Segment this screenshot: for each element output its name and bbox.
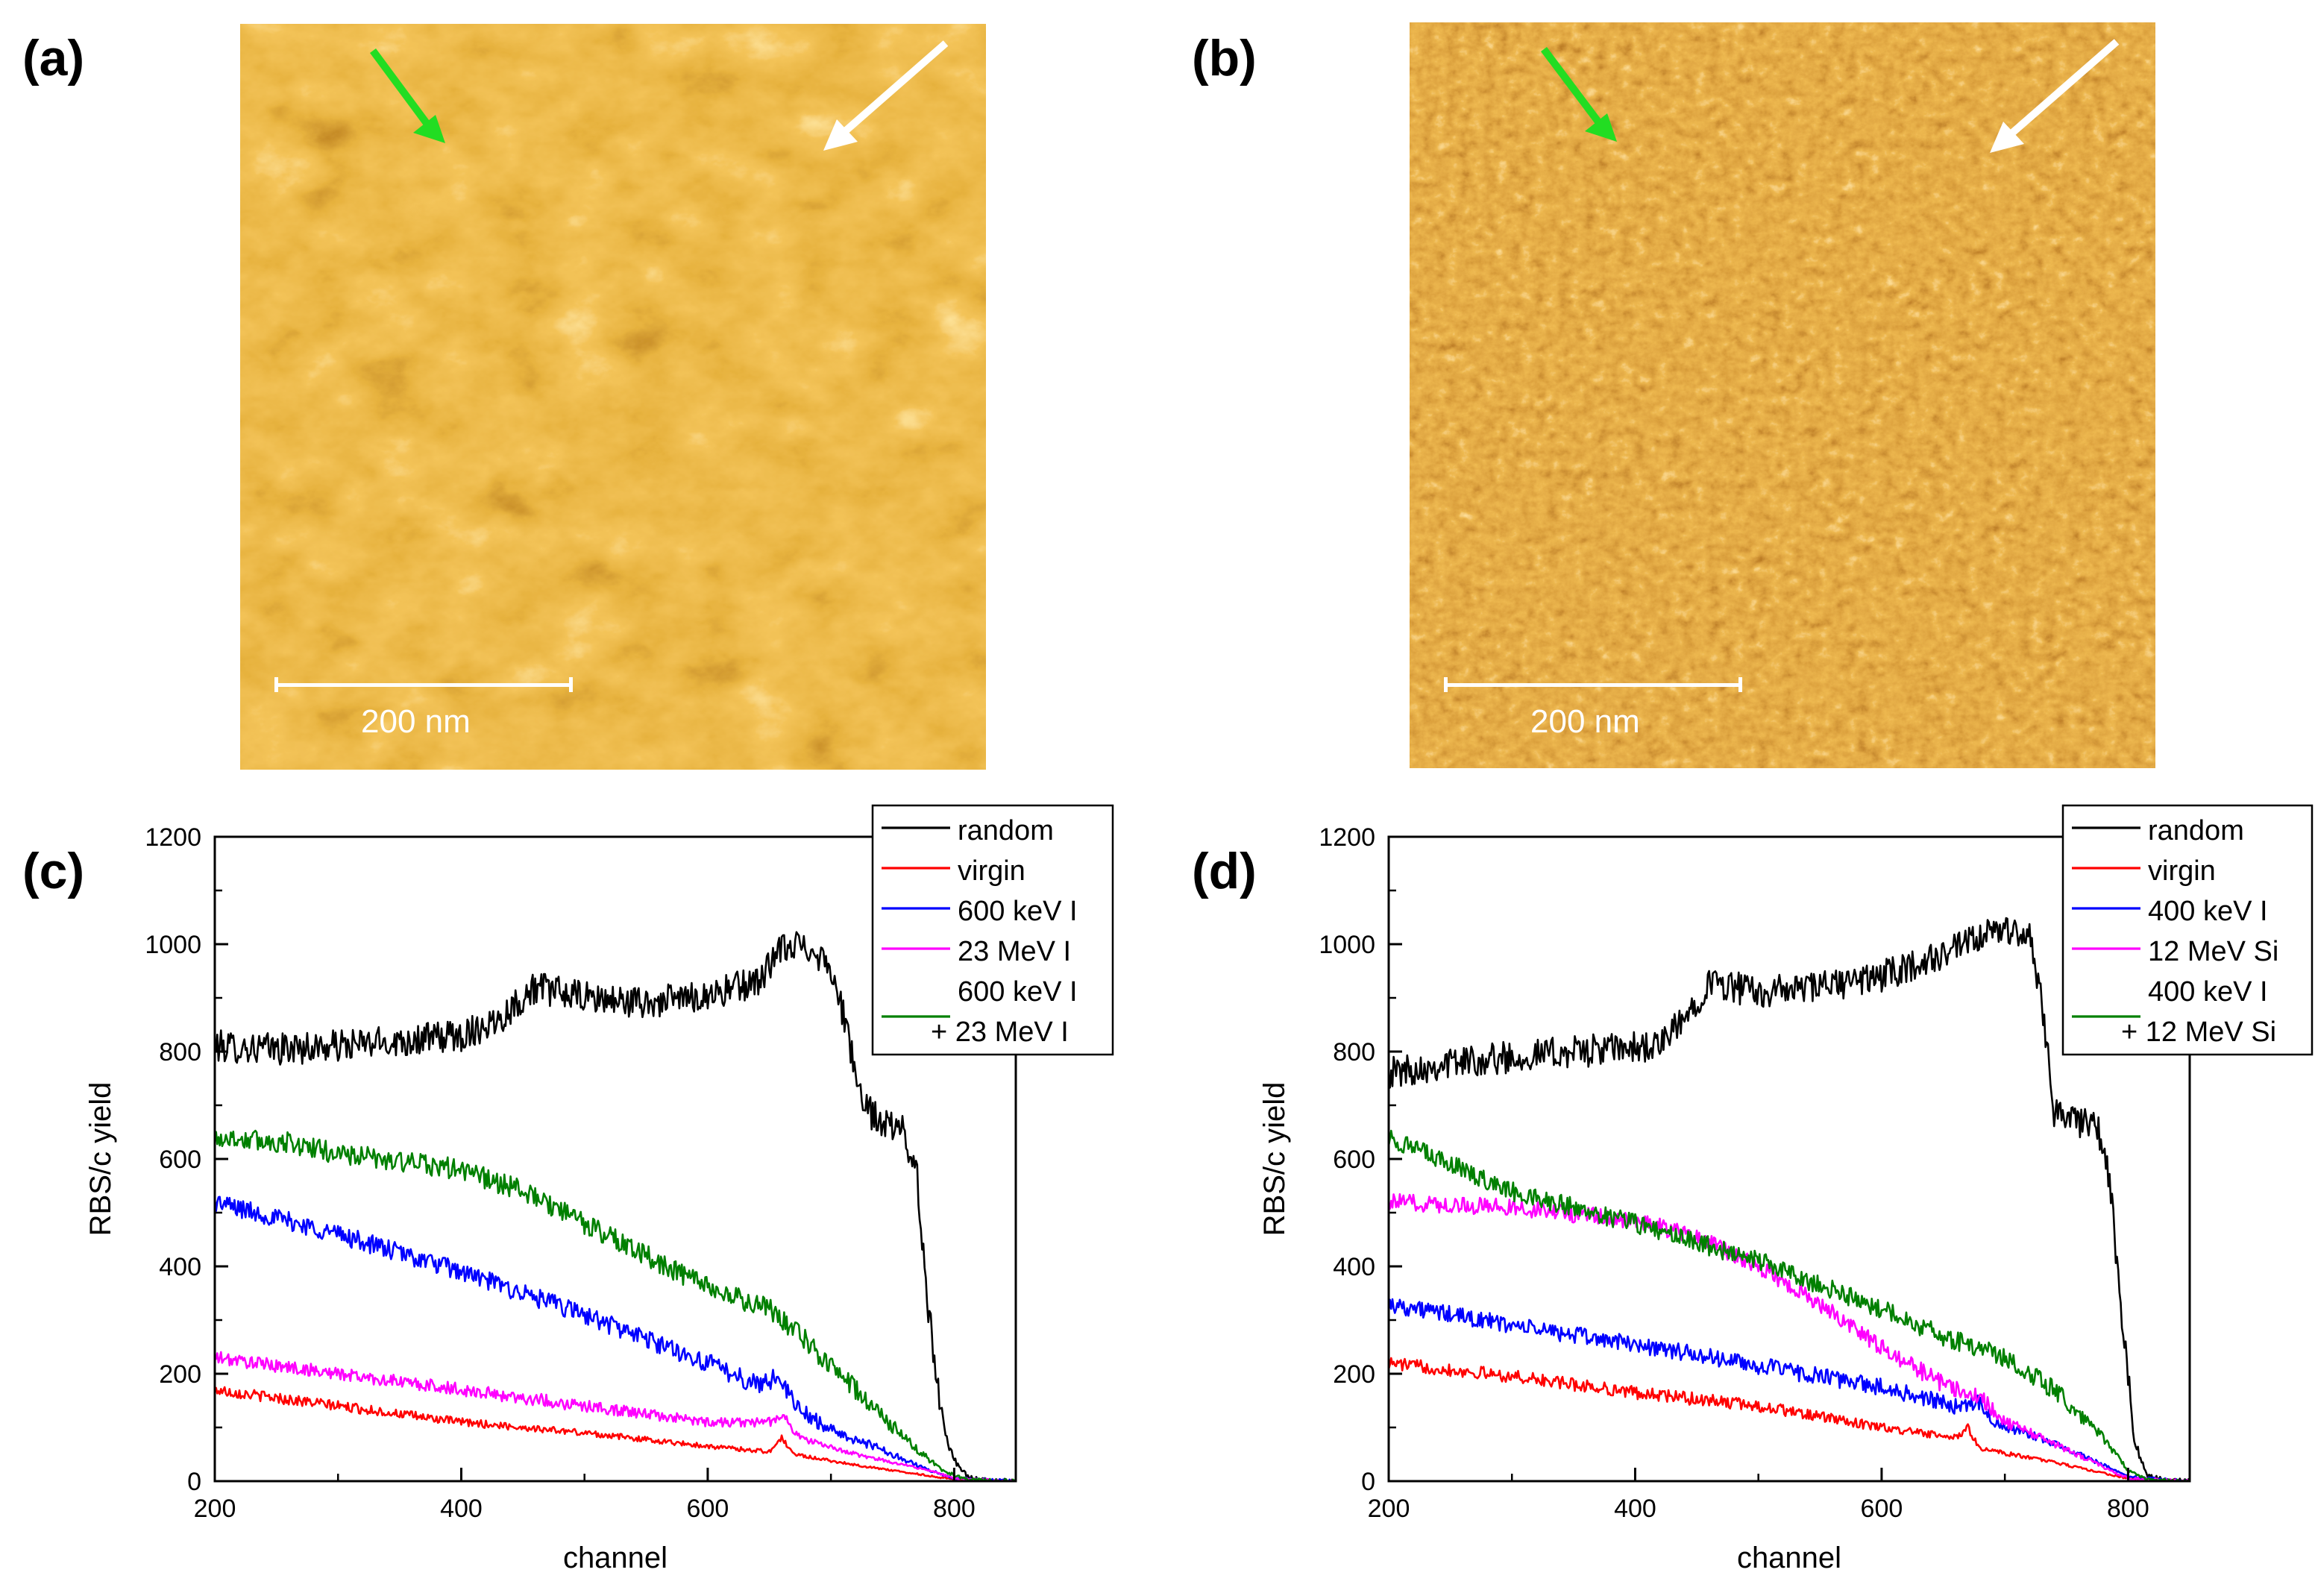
xtick-label-c-200: 200 xyxy=(194,1495,236,1523)
xtick-label-d-400: 400 xyxy=(1614,1495,1656,1523)
xlabel-d: channel xyxy=(1737,1542,1841,1574)
legend-label-i400-d-0: 400 keV I xyxy=(2148,896,2268,927)
legend-label-combo-d-0: 400 keV I xyxy=(2148,976,2268,1008)
series-si12-d xyxy=(1388,1193,2190,1483)
ylabel-d: RBS/c yield xyxy=(1258,1082,1291,1237)
ytick-label-d-600: 600 xyxy=(1333,1146,1375,1174)
legend-label-combo-c-0: 600 keV I xyxy=(958,976,1078,1008)
xtick-label-c-800: 800 xyxy=(933,1495,976,1523)
series-combo-d xyxy=(1387,1129,2190,1483)
afm-texture-b xyxy=(1410,22,2155,768)
legend-label-si12-d-0: 12 MeV Si xyxy=(2148,936,2278,967)
legend-label-random-c-0: random xyxy=(958,815,1054,846)
scalebar-b xyxy=(1444,677,1742,692)
ytick-label-c-600: 600 xyxy=(159,1146,201,1174)
scalebar-a xyxy=(274,677,573,692)
ytick-label-d-1200: 1200 xyxy=(1319,823,1375,852)
ytick-label-c-200: 200 xyxy=(159,1360,201,1389)
ytick-label-d-0: 0 xyxy=(1361,1468,1375,1496)
afm-texture-a xyxy=(240,24,986,770)
afm-image-a: 200 nm xyxy=(240,24,986,770)
legend-label-combo-d-1: + 12 MeV Si xyxy=(2121,1017,2276,1048)
legend-label-random-d-0: random xyxy=(2148,815,2244,846)
plot-frame-d xyxy=(1387,835,2191,1483)
series-virgin-d xyxy=(1387,1357,2190,1483)
legend-label-virgin-d-0: virgin xyxy=(2148,855,2216,887)
xtick-label-c-400: 400 xyxy=(440,1495,483,1523)
legend-label-virgin-c-0: virgin xyxy=(958,855,1025,887)
scalebar-label-a: 200 nm xyxy=(361,703,471,740)
xtick-label-d-600: 600 xyxy=(1861,1495,1903,1523)
panel-label-a: (a) xyxy=(22,30,85,87)
series-i400-d xyxy=(1387,1298,2190,1483)
xlabel-c: channel xyxy=(563,1542,668,1574)
series-i23-c xyxy=(213,1351,1017,1483)
series-combo-c xyxy=(214,1129,1016,1483)
ytick-label-c-800: 800 xyxy=(159,1038,201,1066)
ytick-label-d-400: 400 xyxy=(1333,1253,1375,1281)
plot-frame-c xyxy=(213,835,1017,1483)
ytick-label-c-1000: 1000 xyxy=(145,931,201,959)
legend-label-combo-c-1: + 23 MeV I xyxy=(931,1017,1069,1048)
legend-label-i23-c-0: 23 MeV I xyxy=(958,936,1071,967)
series-group-d xyxy=(1387,917,2191,1483)
ylabel-c: RBS/c yield xyxy=(84,1082,117,1237)
xtick-label-c-600: 600 xyxy=(687,1495,729,1523)
ytick-label-d-200: 200 xyxy=(1333,1360,1375,1389)
ytick-label-c-400: 400 xyxy=(159,1253,201,1281)
ytick-label-c-0: 0 xyxy=(187,1468,201,1496)
series-random-d xyxy=(1388,917,2191,1483)
panel-label-c: (c) xyxy=(22,843,85,899)
panel-label-d: (d) xyxy=(1192,843,1257,899)
panel-label-b: (b) xyxy=(1192,30,1257,87)
legend-d xyxy=(2061,804,2314,1056)
legend-label-i600-c-0: 600 keV I xyxy=(958,896,1078,927)
series-group-c xyxy=(213,931,1017,1483)
xtick-label-d-800: 800 xyxy=(2107,1495,2149,1523)
legend-c xyxy=(871,804,1114,1056)
ytick-label-d-800: 800 xyxy=(1333,1038,1375,1066)
series-i600-c xyxy=(213,1196,1017,1483)
ytick-label-c-1200: 1200 xyxy=(145,823,201,852)
series-virgin-c xyxy=(214,1386,1017,1483)
afm-image-b: 200 nm xyxy=(1410,22,2155,768)
ytick-label-d-1000: 1000 xyxy=(1319,931,1375,959)
series-random-c xyxy=(213,931,1016,1483)
scalebar-label-b: 200 nm xyxy=(1530,703,1640,740)
xtick-label-d-200: 200 xyxy=(1368,1495,1410,1523)
